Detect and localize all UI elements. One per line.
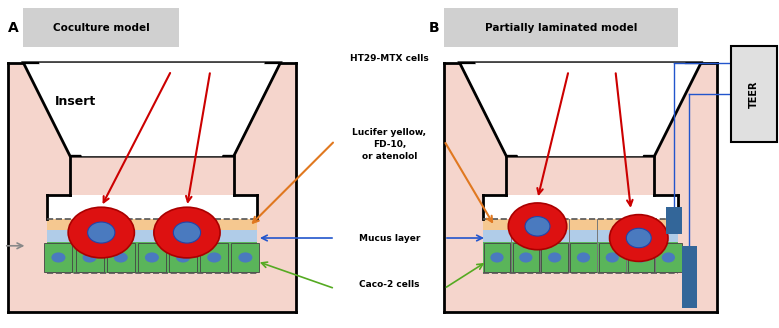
- Text: B: B: [428, 21, 439, 35]
- Ellipse shape: [576, 253, 590, 262]
- Bar: [655, 243, 682, 272]
- Bar: [47, 195, 257, 218]
- FancyBboxPatch shape: [23, 8, 179, 47]
- Text: Partially laminated model: Partially laminated model: [485, 23, 637, 33]
- Polygon shape: [39, 63, 265, 156]
- Bar: [682, 246, 697, 308]
- Bar: [570, 243, 597, 272]
- Bar: [47, 230, 257, 242]
- Ellipse shape: [83, 253, 97, 262]
- Ellipse shape: [626, 228, 651, 248]
- Ellipse shape: [661, 253, 675, 262]
- Ellipse shape: [609, 215, 668, 261]
- Bar: [483, 195, 678, 218]
- FancyBboxPatch shape: [731, 46, 777, 142]
- Ellipse shape: [490, 253, 503, 262]
- Bar: [483, 230, 678, 242]
- Bar: [76, 243, 104, 272]
- Bar: [44, 243, 72, 272]
- Ellipse shape: [51, 253, 65, 262]
- Ellipse shape: [207, 253, 221, 262]
- Bar: [513, 243, 539, 272]
- Text: TEER: TEER: [749, 80, 759, 108]
- Text: HT29-MTX cells: HT29-MTX cells: [350, 54, 429, 63]
- Ellipse shape: [548, 253, 561, 262]
- Polygon shape: [23, 63, 280, 156]
- Bar: [444, 63, 717, 312]
- Bar: [169, 243, 197, 272]
- Ellipse shape: [176, 253, 190, 262]
- Bar: [599, 243, 626, 272]
- Ellipse shape: [87, 222, 115, 243]
- Polygon shape: [475, 63, 686, 156]
- Ellipse shape: [634, 253, 647, 262]
- Ellipse shape: [606, 253, 619, 262]
- Text: Coculture model: Coculture model: [53, 23, 150, 33]
- Text: Lucifer yellow,
FD-10,
or atenolol: Lucifer yellow, FD-10, or atenolol: [353, 128, 426, 161]
- Bar: [47, 218, 257, 230]
- Bar: [628, 243, 654, 272]
- Bar: [541, 243, 568, 272]
- Bar: [484, 243, 510, 272]
- Text: Mucus layer: Mucus layer: [359, 234, 420, 242]
- Bar: [8, 63, 296, 312]
- Ellipse shape: [525, 216, 550, 236]
- Text: Insert: Insert: [55, 95, 96, 108]
- Ellipse shape: [520, 253, 533, 262]
- Bar: [483, 242, 678, 273]
- Ellipse shape: [173, 222, 201, 243]
- Ellipse shape: [238, 253, 252, 262]
- Bar: [231, 243, 259, 272]
- Bar: [200, 243, 228, 272]
- Text: Caco-2 cells: Caco-2 cells: [359, 280, 420, 289]
- Ellipse shape: [68, 207, 134, 258]
- Ellipse shape: [114, 253, 128, 262]
- Bar: [138, 243, 166, 272]
- Text: A: A: [8, 21, 19, 35]
- Bar: [107, 243, 135, 272]
- FancyBboxPatch shape: [444, 8, 678, 47]
- Polygon shape: [460, 63, 701, 156]
- Bar: [47, 242, 257, 273]
- Ellipse shape: [145, 253, 159, 262]
- Ellipse shape: [154, 207, 220, 258]
- Ellipse shape: [508, 203, 566, 250]
- Bar: [483, 218, 678, 230]
- Bar: [666, 207, 682, 234]
